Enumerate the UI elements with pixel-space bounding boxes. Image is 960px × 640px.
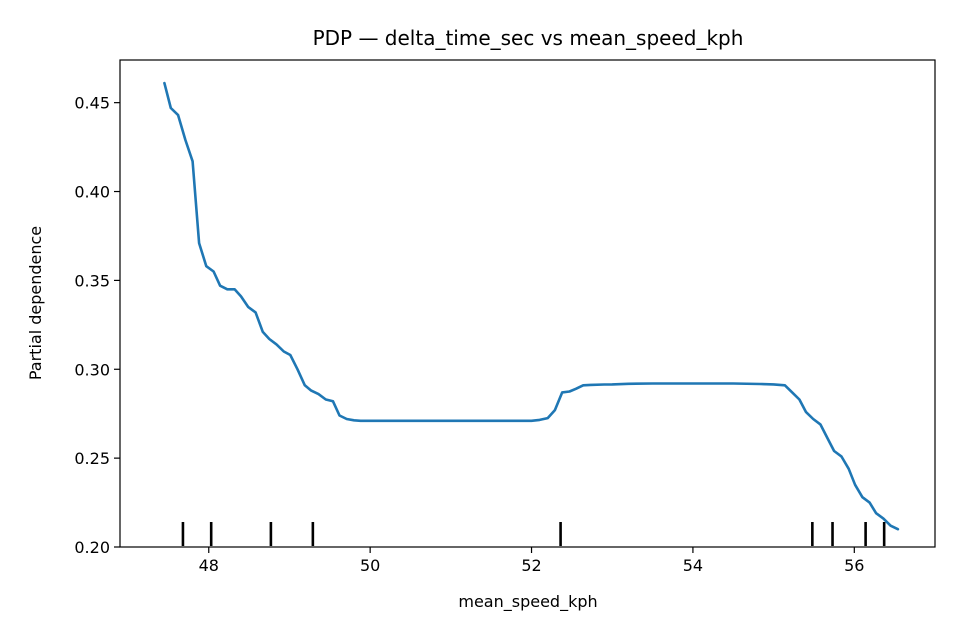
plot-area: 48 50 52 54 56 0.20 0.25 0.30 0.35 0.40 0.45 [74,59,936,575]
x-axis: 48 50 52 54 56 [199,547,864,575]
series-lines [163,81,900,531]
pdp-line [163,81,900,531]
y-tick-label: 0.25 [74,449,110,468]
y-tick-label: 0.35 [74,271,110,290]
x-tick-label: 48 [199,556,219,575]
x-tick-label: 50 [360,556,380,575]
y-tick-label: 0.45 [74,94,110,113]
y-tick-label: 0.40 [74,183,110,202]
x-tick-label: 54 [683,556,703,575]
axes-frame [119,59,936,548]
x-tick-label: 52 [521,556,541,575]
rug-marks [181,522,886,546]
y-axis: 0.20 0.25 0.30 0.35 0.40 0.45 [74,94,120,557]
chart-title: PDP — delta_time_sec vs mean_speed_kph [313,26,744,50]
y-axis-label: Partial dependence [26,226,45,380]
y-tick-label: 0.30 [74,360,110,379]
y-tick-label: 0.20 [74,538,110,557]
x-tick-label: 56 [844,556,864,575]
x-axis-label: mean_speed_kph [458,592,597,612]
